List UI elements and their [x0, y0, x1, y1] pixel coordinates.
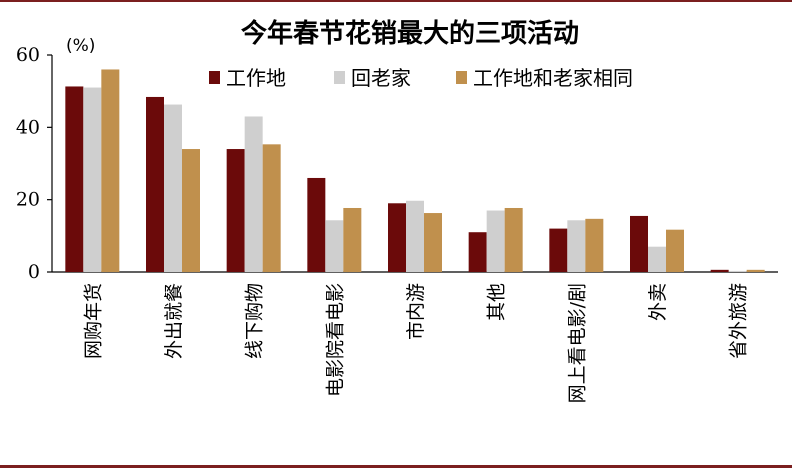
category-label: 线下购物 — [244, 283, 266, 359]
y-tick-label: 0 — [28, 261, 40, 283]
bar — [343, 207, 362, 272]
bar — [746, 269, 765, 272]
bar — [388, 203, 406, 272]
category-label: 电影院看电影 — [324, 283, 346, 397]
bars — [65, 69, 765, 272]
bar — [83, 87, 102, 272]
bar — [468, 232, 487, 272]
y-tick-label: 40 — [16, 116, 40, 138]
y-tick-label: 60 — [16, 44, 40, 66]
legend: 工作地 回老家 工作地和老家相同 — [209, 66, 633, 90]
bar — [666, 229, 684, 272]
bar — [424, 213, 442, 272]
legend-swatch — [456, 71, 467, 84]
legend-swatch — [209, 71, 220, 84]
bar — [728, 270, 747, 272]
legend-label: 回老家 — [351, 66, 411, 90]
bar — [710, 269, 729, 272]
legend-label: 工作地和老家相同 — [473, 66, 633, 90]
bar — [262, 144, 281, 272]
category-labels: 网购年货 外出就餐 线下购物 电影院看电影 市内游 其他 网上看电影/剧 外卖 省外旅游 — [82, 283, 749, 403]
bar — [630, 215, 648, 272]
bar — [567, 220, 586, 272]
y-tick-label: 20 — [16, 189, 40, 211]
legend-label: 工作地 — [226, 66, 286, 90]
category-label: 省外旅游 — [728, 283, 750, 359]
category-label: 网购年货 — [82, 283, 104, 359]
bar — [504, 207, 523, 272]
category-label: 外出就餐 — [163, 283, 185, 359]
category-label: 外卖 — [647, 283, 669, 321]
bar — [648, 246, 666, 272]
unit-label: (%) — [66, 36, 95, 56]
category-label: 网上看电影/剧 — [566, 283, 588, 403]
bar — [101, 69, 120, 272]
bar — [406, 200, 424, 272]
bar — [585, 218, 604, 272]
bar — [325, 220, 344, 272]
chart-title: 今年春节花销最大的三项活动 — [241, 18, 579, 49]
category-label: 其他 — [486, 283, 508, 321]
bar — [307, 177, 326, 272]
top-border — [0, 0, 792, 2]
bar — [146, 96, 164, 272]
bar — [226, 149, 245, 272]
bar — [244, 116, 263, 272]
bar — [164, 104, 182, 272]
bar — [182, 149, 200, 272]
bar — [486, 210, 505, 272]
bar — [549, 228, 568, 272]
bar — [65, 86, 84, 272]
bottom-border — [0, 465, 792, 468]
legend-swatch — [334, 71, 345, 84]
category-label: 市内游 — [405, 283, 427, 340]
